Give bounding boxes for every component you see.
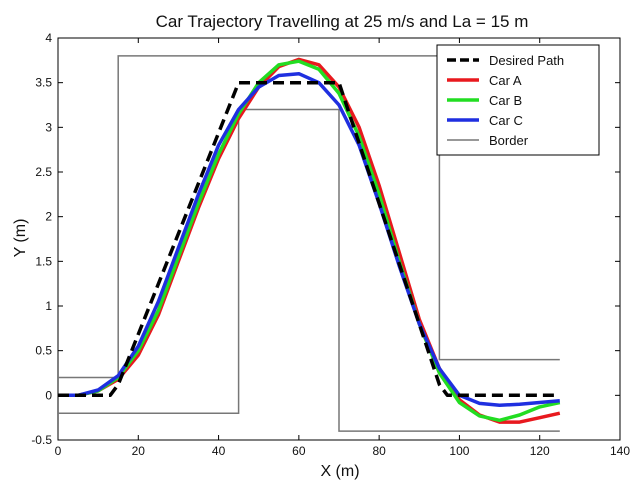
x-tick-label: 60 xyxy=(292,444,306,458)
x-tick-label: 100 xyxy=(449,444,469,458)
legend: Desired Path Car A Car B Car C Border xyxy=(436,44,600,156)
desired-path-line xyxy=(58,80,560,398)
series-layer xyxy=(58,55,561,432)
axis-ticks: 0 20 40 60 80 100 120 140-0.500.511.522.533.54 xyxy=(31,31,630,458)
x-tick-label: 80 xyxy=(372,444,386,458)
y-tick-label: -0.5 xyxy=(31,433,52,447)
y-tick-label: 1.5 xyxy=(35,254,52,268)
y-tick-label: 1 xyxy=(45,299,52,313)
x-tick-label: 140 xyxy=(610,444,630,458)
legend-label-car-a: Car A xyxy=(489,73,522,88)
legend-label-desired-path: Desired Path xyxy=(489,53,564,68)
y-tick-label: 2 xyxy=(45,210,52,224)
x-tick-label: 0 xyxy=(55,444,62,458)
y-tick-label: 3.5 xyxy=(35,76,52,90)
car-c-line xyxy=(58,71,560,407)
legend-label-car-b: Car B xyxy=(489,93,522,108)
x-axis-label: X (m) xyxy=(320,463,359,480)
y-tick-label: 4 xyxy=(45,31,52,45)
border-line-1 xyxy=(58,55,560,379)
y-tick-label: 0.5 xyxy=(35,344,52,358)
legend-label-car-c: Car C xyxy=(489,113,523,128)
chart-title: Car Trajectory Travelling at 25 m/s and … xyxy=(156,12,529,31)
y-tick-label: 3 xyxy=(45,120,52,134)
y-axis-label: Y (m) xyxy=(12,219,29,258)
x-tick-label: 120 xyxy=(530,444,550,458)
car-b-line xyxy=(58,59,561,423)
y-tick-label: 0 xyxy=(45,388,52,402)
legend-label-border: Border xyxy=(489,133,529,148)
x-tick-label: 20 xyxy=(132,444,146,458)
y-tick-label: 2.5 xyxy=(35,165,52,179)
x-tick-label: 40 xyxy=(212,444,226,458)
border-line-2 xyxy=(58,108,560,432)
